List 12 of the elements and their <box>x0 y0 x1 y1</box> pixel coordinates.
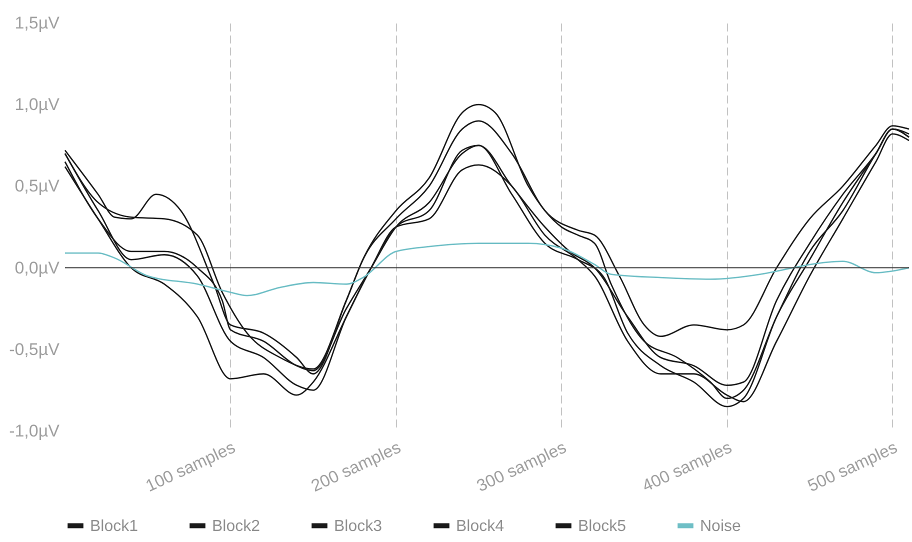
legend-label: Block4 <box>456 518 504 535</box>
legend-label: Block3 <box>334 518 382 535</box>
legend-label: Noise <box>700 518 742 535</box>
y-tick-label: 0,0µV <box>14 258 60 278</box>
y-tick-label: 0,5µV <box>14 176 60 196</box>
y-tick-label: -0,5µV <box>9 340 60 359</box>
y-tick-label: -1,0µV <box>9 422 60 440</box>
y-tick-label: 1,5µV <box>14 14 60 32</box>
legend-label: Block1 <box>90 518 138 535</box>
legend-label: Block5 <box>578 518 626 535</box>
legend-label: Block2 <box>212 518 260 535</box>
y-tick-label: 1,0µV <box>14 95 60 114</box>
